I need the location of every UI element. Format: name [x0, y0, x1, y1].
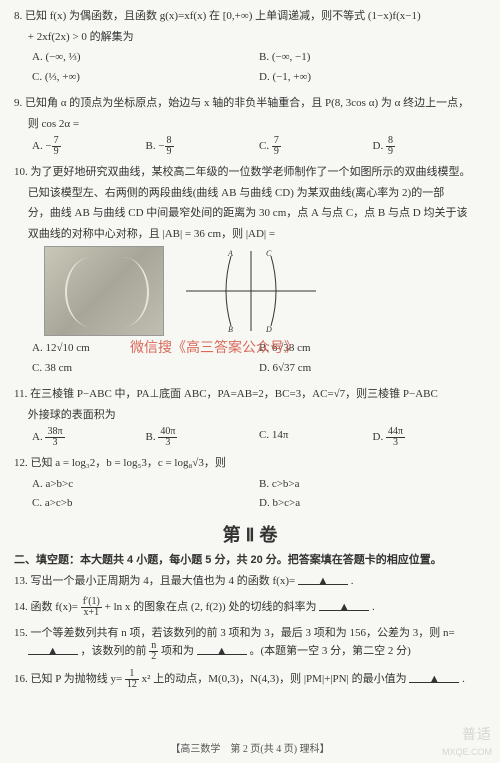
page-footer: 【高三数学 第 2 页(共 4 页) 理科】: [0, 742, 500, 757]
question-13: 13. 写出一个最小正周期为 4，且最大值也为 4 的函数 f(x)= ▲ .: [14, 573, 486, 590]
corner-watermark-2: MXQE.COM: [442, 746, 492, 760]
q13-stem-b: .: [351, 575, 354, 587]
q11-opt-a: A. 38π3: [32, 427, 146, 448]
hyperbola-diagram: C A D B: [176, 246, 326, 336]
q16-frac: 112: [125, 669, 139, 690]
section-2-title: 第 Ⅱ 卷: [14, 522, 486, 549]
svg-text:A: A: [227, 249, 233, 258]
question-9: 9. 已知角 α 的顶点为坐标原点，始边与 x 轴的非负半轴重合，且 P(8, …: [14, 95, 486, 157]
section-2-head: 二、填空题：本大题共 4 小题，每小题 5 分，共 20 分。把答案填在答题卡的…: [14, 552, 486, 569]
q16-stem-c: .: [462, 673, 465, 685]
q12-opt-a: A. a>b>c: [32, 476, 259, 493]
q8-stem-line1: 8. 已知 f(x) 为偶函数，且函数 g(x)=xf(x) 在 [0,+∞) …: [14, 8, 486, 25]
svg-text:B: B: [228, 325, 233, 334]
q11-opt-d: D. 44π3: [373, 427, 487, 448]
q16-stem-b: x² 上的动点，M(0,3)，N(4,3)，则 |PM|+|PN| 的最小值为: [142, 673, 407, 685]
q15-blank1: ▲: [28, 643, 78, 655]
q13-stem-a: 13. 写出一个最小正周期为 4，且最大值也为 4 的函数 f(x)=: [14, 575, 295, 587]
q15-line1: 15. 一个等差数列共有 n 项，若该数列的前 3 项和为 3，最后 3 项和为…: [14, 625, 486, 642]
q9-stem-line2: 则 cos 2α =: [14, 116, 486, 133]
q12-opt-d: D. b>c>a: [259, 495, 486, 512]
q11-options: A. 38π3 B. 40π3 C. 14π D. 44π3: [14, 427, 486, 448]
q16-blank: ▲: [409, 671, 459, 683]
q9-options: A. −79 B. −89 C. 79 D. 89: [14, 136, 486, 157]
svg-text:D: D: [265, 325, 272, 334]
q15-blank2: ▲: [197, 643, 247, 655]
q12-opt-c: C. a>c>b: [32, 495, 259, 512]
q11-opt-b: B. 40π3: [146, 427, 260, 448]
q8-options: A. (−∞, ⅓) B. (−∞, −1) C. (⅓, +∞) D. (−1…: [14, 49, 486, 88]
question-11: 11. 在三棱锥 P−ABC 中，PA⊥底面 ABC，PA=AB=2，BC=3，…: [14, 386, 486, 448]
q10-l4: 双曲线的对称中心对称，且 |AB| = 36 cm，则 |AD| =: [14, 226, 486, 243]
q10-l3: 分，曲线 AB 与曲线 CD 中间最窄处间的距离为 30 cm，点 A 与点 C…: [14, 205, 486, 222]
q9-opt-a: A. −79: [32, 136, 146, 157]
q8-stem-line2: + 2xf(2x) > 0 的解集为: [14, 29, 486, 46]
question-15: 15. 一个等差数列共有 n 项，若该数列的前 3 项和为 3，最后 3 项和为…: [14, 625, 486, 663]
q9-opt-d: D. 89: [373, 136, 487, 157]
q8-opt-d: D. (−1, +∞): [259, 69, 486, 86]
q8-opt-b: B. (−∞, −1): [259, 49, 486, 66]
q15-line2: ▲ ，该数列的前 n2 项和为 ▲ 。(本题第一空 3 分，第二空 2 分): [14, 641, 486, 662]
q9-opt-b: B. −89: [146, 136, 260, 157]
question-14: 14. 函数 f(x)= f′(1)x+1 + ln x 的图象在点 (2, f…: [14, 597, 486, 618]
svg-text:C: C: [266, 249, 272, 258]
q8-opt-c: C. (⅓, +∞): [32, 69, 259, 86]
q9-stem-line1: 9. 已知角 α 的顶点为坐标原点，始边与 x 轴的非负半轴重合，且 P(8, …: [14, 95, 486, 112]
q16-stem-a: 16. 已知 P 为抛物线 y=: [14, 673, 122, 685]
q10-figures: C A D B: [14, 246, 486, 336]
q8-opt-a: A. (−∞, ⅓): [32, 49, 259, 66]
q14-stem-c: .: [372, 601, 375, 613]
q11-l2: 外接球的表面积为: [14, 407, 486, 424]
q10-opt-c: C. 38 cm: [32, 360, 259, 377]
q14-blank: ▲: [319, 599, 369, 611]
q14-stem-a: 14. 函数 f(x)=: [14, 601, 78, 613]
wechat-watermark: 微信搜《高三答案公众号》: [130, 338, 298, 359]
q12-opt-b: B. c>b>a: [259, 476, 486, 493]
q12-stem: 12. 已知 a = log₃2，b = log₅3，c = log₈√3，则: [14, 455, 486, 472]
q14-stem-b: + ln x 的图象在点 (2, f(2)) 处的切线的斜率为: [105, 601, 317, 613]
q14-frac: f′(1)x+1: [81, 597, 102, 618]
q11-opt-c: C. 14π: [259, 427, 373, 448]
q10-l1: 10. 为了更好地研究双曲线，某校高二年级的一位数学老师制作了一个如图所示的双曲…: [14, 164, 486, 181]
question-12: 12. 已知 a = log₃2，b = log₅3，c = log₈√3，则 …: [14, 455, 486, 515]
q13-blank: ▲: [298, 573, 348, 585]
q10-opt-d: D. 6√37 cm: [259, 360, 486, 377]
question-8: 8. 已知 f(x) 为偶函数，且函数 g(x)=xf(x) 在 [0,+∞) …: [14, 8, 486, 88]
q11-l1: 11. 在三棱锥 P−ABC 中，PA⊥底面 ABC，PA=AB=2，BC=3，…: [14, 386, 486, 403]
corner-watermark-1: 普适: [462, 724, 492, 745]
question-16: 16. 已知 P 为抛物线 y= 112 x² 上的动点，M(0,3)，N(4,…: [14, 669, 486, 690]
q12-options: A. a>b>c B. c>b>a C. a>c>b D. b>c>a: [14, 476, 486, 515]
hyperbola-photo: [44, 246, 164, 336]
q10-l2: 已知该模型左、右两侧的两段曲线(曲线 AB 与曲线 CD) 为某双曲线(离心率为…: [14, 185, 486, 202]
q9-opt-c: C. 79: [259, 136, 373, 157]
